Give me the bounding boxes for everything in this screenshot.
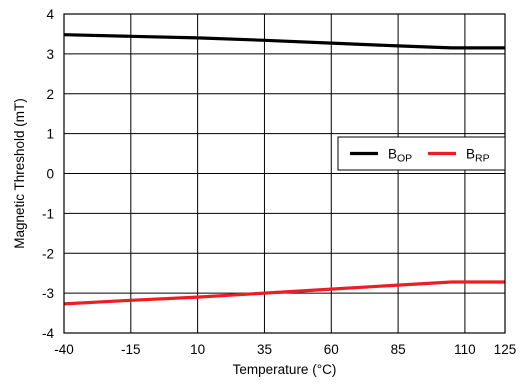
- legend-label-brp: BRP: [466, 147, 490, 165]
- grid: [63, 13, 506, 334]
- series-layer: [63, 33, 505, 306]
- x-tick-label: -40: [54, 342, 74, 357]
- series-line-brp: [63, 280, 505, 306]
- x-tick-label: 60: [324, 342, 339, 357]
- x-tick-label: 35: [257, 342, 272, 357]
- x-axis-title: Temperature (°C): [233, 362, 337, 377]
- y-axis-title: Magnetic Threshold (mT): [12, 98, 27, 249]
- y-tick-label: 3: [46, 47, 54, 62]
- y-tick-label: -4: [42, 326, 54, 341]
- plot-frame: [63, 13, 506, 334]
- x-tick-label: 85: [391, 342, 406, 357]
- y-tick-label: 0: [46, 167, 54, 182]
- y-tick-label: 4: [46, 7, 54, 22]
- series-line-bop: [63, 33, 505, 50]
- y-tick-label: -1: [42, 206, 54, 221]
- y-tick-label: -3: [42, 286, 54, 301]
- y-tick-label: 1: [46, 127, 54, 142]
- x-tick-label: 110: [454, 342, 476, 357]
- x-tick-label: 125: [494, 342, 517, 357]
- x-tick-label: -15: [121, 342, 141, 357]
- legend: BOP BRP: [337, 136, 506, 171]
- y-tick-label: 2: [46, 87, 54, 102]
- y-tick-label: -2: [42, 246, 54, 261]
- legend-label-bop: BOP: [388, 147, 412, 165]
- x-tick-label: 10: [190, 342, 205, 357]
